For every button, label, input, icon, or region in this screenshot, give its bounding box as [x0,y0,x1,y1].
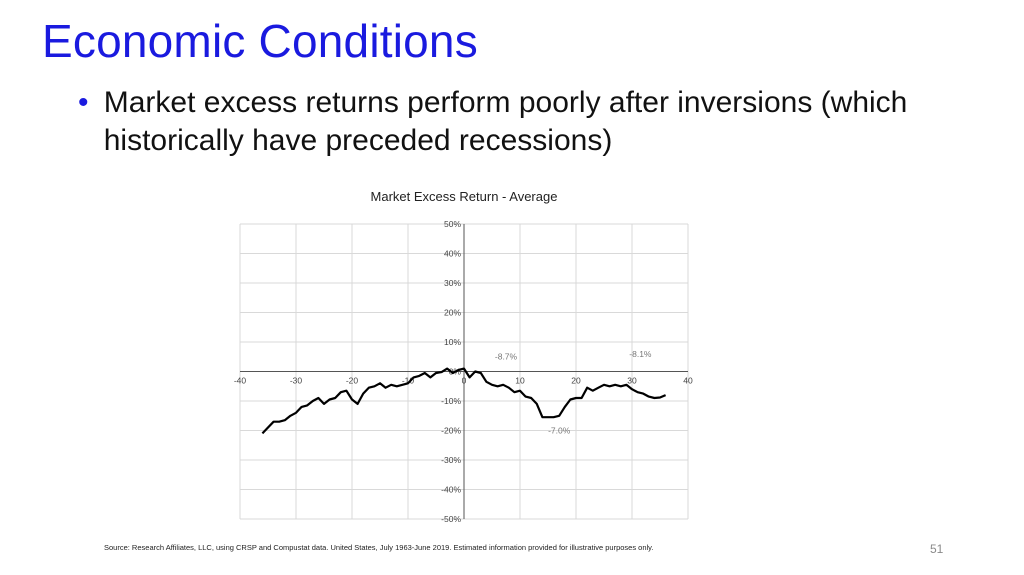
y-tick-label: 50% [444,219,461,229]
y-tick-label: 20% [444,308,461,318]
source-footnote: Source: Research Affiliates, LLC, using … [104,543,654,552]
chart-title: Market Excess Return - Average [370,189,558,204]
chart-tick-labels: -40 -30 -20 -10 0 10 20 30 4050%40%30%20%10%0%-1… [234,219,693,524]
x-tick-label: -20 [346,376,359,386]
page-number: 51 [930,542,944,556]
y-tick-label: 30% [444,278,461,288]
y-tick-label: -20% [441,426,461,436]
x-tick-label: 10 [515,376,525,386]
y-tick-label: -10% [441,396,461,406]
x-tick-label: -30 [290,376,303,386]
x-tick-label: -10 [402,376,415,386]
y-tick-label: -30% [441,455,461,465]
data-label: -7.0% [548,425,571,435]
x-tick-label: 20 [571,376,581,386]
chart-series [261,367,667,435]
y-tick-label: -50% [441,514,461,524]
y-tick-label: 10% [444,337,461,347]
bullet-point: • Market excess returns perform poorly a… [78,84,998,160]
chart-axes [240,224,688,519]
slide-title: Economic Conditions [42,15,478,67]
x-tick-label: 0 [462,376,467,386]
series-line [261,367,667,435]
y-tick-label: -40% [441,485,461,495]
chart-annotations: -8.7% -8.1% -7.0% [495,349,652,436]
x-tick-label: 40 [683,376,693,386]
y-tick-label: 40% [444,249,461,259]
bullet-icon: • [78,86,89,119]
data-label: -8.7% [495,352,518,362]
data-label: -8.1% [629,349,652,359]
x-tick-label: -40 [234,376,247,386]
x-tick-label: 30 [627,376,637,386]
line-chart: -40 -30 -20 -10 0 10 20 30 4050%40%30%20%10%0%-1… [234,219,693,524]
bullet-text: Market excess returns perform poorly aft… [103,86,908,157]
